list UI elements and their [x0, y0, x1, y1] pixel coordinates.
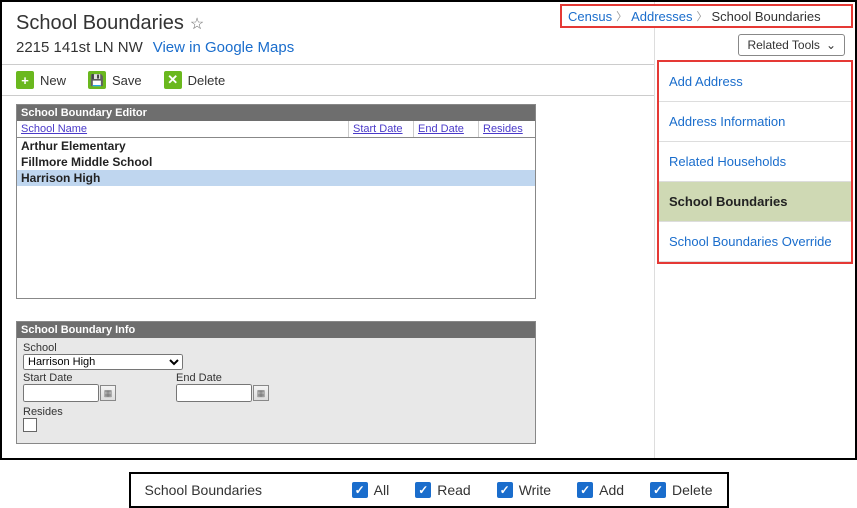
action-toolbar: + New 💾 Save ✕ Delete: [2, 64, 654, 96]
breadcrumb-addresses[interactable]: Addresses: [631, 9, 692, 24]
nav-related-households[interactable]: Related Households: [659, 142, 851, 182]
nav-address-information[interactable]: Address Information: [659, 102, 851, 142]
resides-checkbox[interactable]: [23, 418, 37, 432]
save-label: Save: [112, 73, 142, 88]
new-button[interactable]: + New: [16, 71, 66, 89]
nav-school-boundaries[interactable]: School Boundaries: [659, 182, 851, 222]
perm-read-checkbox[interactable]: ✓: [415, 482, 431, 498]
boundary-info-panel: School Boundary Info School Harrison Hig…: [16, 321, 536, 444]
row-school-name: Arthur Elementary: [17, 138, 535, 154]
perm-delete-checkbox[interactable]: ✓: [650, 482, 666, 498]
perm-all-checkbox[interactable]: ✓: [352, 482, 368, 498]
map-link[interactable]: View in Google Maps: [153, 39, 294, 56]
perm-delete-label: Delete: [672, 482, 712, 498]
breadcrumb-census[interactable]: Census: [568, 9, 612, 24]
delete-label: Delete: [188, 73, 226, 88]
perm-add-checkbox[interactable]: ✓: [577, 482, 593, 498]
start-date-input[interactable]: [23, 384, 99, 402]
save-icon: 💾: [88, 71, 106, 89]
chevron-right-icon: 〉: [697, 8, 708, 24]
new-label: New: [40, 73, 66, 88]
permissions-title: School Boundaries: [145, 482, 263, 498]
app-window: School Boundaries ☆ 2215 141st LN NW Vie…: [0, 0, 857, 460]
favorite-star-icon[interactable]: ☆: [190, 14, 204, 34]
school-select[interactable]: Harrison High: [23, 354, 183, 370]
address-row: 2215 141st LN NW View in Google Maps: [16, 35, 640, 64]
side-nav: Add Address Address Information Related …: [657, 60, 853, 264]
breadcrumb: Census 〉 Addresses 〉 School Boundaries: [560, 4, 853, 28]
plus-icon: +: [16, 71, 34, 89]
editor-grid-body: Arthur Elementary Fillmore Middle School…: [17, 138, 535, 298]
perm-add-label: Add: [599, 482, 624, 498]
end-date-label: End Date: [176, 372, 269, 384]
editor-grid-header: School Name Start Date End Date Resides: [17, 121, 535, 138]
main-content: School Boundaries ☆ 2215 141st LN NW Vie…: [2, 2, 655, 458]
save-button[interactable]: 💾 Save: [88, 71, 142, 89]
page-title-row: School Boundaries ☆: [16, 10, 640, 35]
col-school-name[interactable]: School Name: [17, 121, 349, 137]
delete-button[interactable]: ✕ Delete: [164, 71, 226, 89]
start-date-label: Start Date: [23, 372, 116, 384]
page-title: School Boundaries: [16, 12, 184, 35]
col-resides[interactable]: Resides: [479, 121, 535, 137]
col-start-date[interactable]: Start Date: [349, 121, 414, 137]
calendar-icon[interactable]: ▦: [253, 385, 269, 401]
boundary-editor-panel: School Boundary Editor School Name Start…: [16, 104, 536, 299]
table-row[interactable]: Fillmore Middle School: [17, 154, 535, 170]
table-row[interactable]: Arthur Elementary: [17, 138, 535, 154]
row-school-name: Fillmore Middle School: [17, 154, 535, 170]
calendar-icon[interactable]: ▦: [100, 385, 116, 401]
perm-read-label: Read: [437, 482, 470, 498]
editor-panel-header: School Boundary Editor: [17, 105, 535, 121]
nav-school-boundaries-override[interactable]: School Boundaries Override: [659, 222, 851, 262]
side-panel: Census 〉 Addresses 〉 School Boundaries R…: [655, 2, 855, 458]
perm-write-label: Write: [519, 482, 551, 498]
perm-all-label: All: [374, 482, 390, 498]
nav-add-address[interactable]: Add Address: [659, 62, 851, 102]
breadcrumb-current: School Boundaries: [712, 9, 821, 24]
permissions-row: School Boundaries ✓ All ✓ Read ✓ Write ✓ Add…: [129, 472, 729, 508]
table-row[interactable]: Harrison High: [17, 170, 535, 186]
related-tools-label: Related Tools: [747, 38, 820, 52]
info-panel-header: School Boundary Info: [17, 322, 535, 338]
chevron-right-icon: 〉: [616, 8, 627, 24]
related-tools-dropdown[interactable]: Related Tools ⌄: [738, 34, 845, 56]
end-date-input[interactable]: [176, 384, 252, 402]
resides-label: Resides: [23, 406, 529, 418]
col-end-date[interactable]: End Date: [414, 121, 479, 137]
school-label: School: [23, 342, 529, 354]
address-text: 2215 141st LN NW: [16, 39, 143, 56]
row-school-name: Harrison High: [17, 170, 535, 186]
perm-write-checkbox[interactable]: ✓: [497, 482, 513, 498]
delete-icon: ✕: [164, 71, 182, 89]
chevron-down-icon: ⌄: [826, 38, 836, 52]
